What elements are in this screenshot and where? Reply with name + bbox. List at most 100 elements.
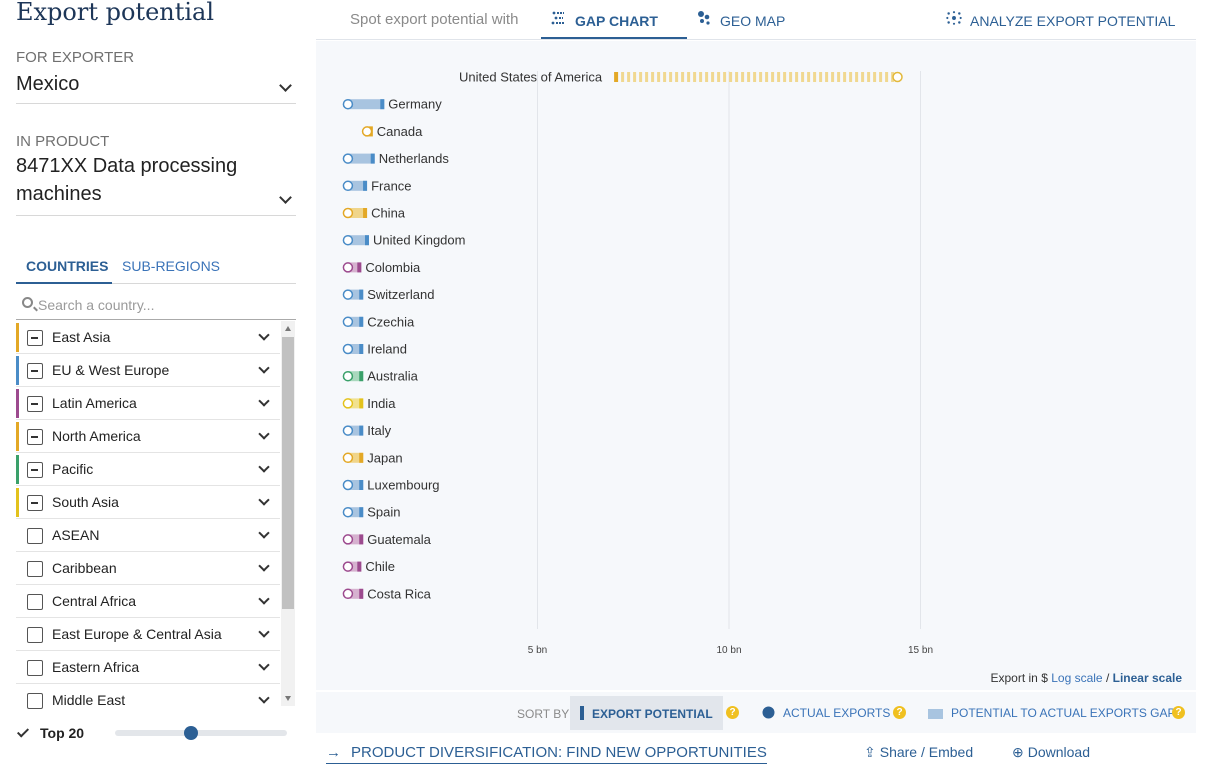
region-checkbox[interactable] bbox=[27, 429, 43, 445]
tab-gap-chart[interactable]: GAP CHART bbox=[551, 10, 658, 39]
country-label[interactable]: Luxembourg bbox=[367, 478, 439, 493]
potential-marker[interactable] bbox=[614, 72, 619, 82]
gap-bar[interactable] bbox=[347, 208, 368, 218]
gap-bar[interactable] bbox=[347, 289, 364, 300]
potential-marker[interactable] bbox=[359, 289, 364, 300]
chevron-down-icon[interactable] bbox=[258, 329, 270, 341]
gap-bar[interactable] bbox=[347, 180, 368, 191]
potential-marker[interactable] bbox=[359, 507, 364, 518]
actual-exports-dot[interactable] bbox=[342, 479, 354, 491]
actual-exports-dot[interactable] bbox=[361, 126, 373, 137]
country-label[interactable]: Japan bbox=[367, 450, 402, 465]
slider-thumb[interactable] bbox=[183, 726, 198, 740]
potential-marker[interactable] bbox=[359, 344, 364, 354]
analyze-export-potential-link[interactable]: ANALYZE EXPORT POTENTIAL bbox=[946, 10, 1175, 39]
region-checkbox[interactable] bbox=[27, 363, 43, 379]
product-select[interactable]: 8471XX Data processing machines bbox=[0, 152, 300, 214]
potential-marker[interactable] bbox=[359, 452, 364, 463]
gap-bar[interactable] bbox=[347, 153, 375, 164]
country-search-input[interactable] bbox=[38, 294, 288, 316]
country-label[interactable]: United States of America bbox=[459, 70, 603, 85]
actual-exports-dot[interactable] bbox=[342, 98, 354, 110]
tab-geo-map[interactable]: GEO MAP bbox=[696, 10, 785, 39]
product-diversification-link[interactable]: → PRODUCT DIVERSIFICATION: FIND NEW OPPOR… bbox=[326, 744, 767, 764]
gap-bar[interactable] bbox=[347, 398, 364, 409]
gap-bar[interactable] bbox=[347, 235, 369, 246]
chevron-down-icon[interactable] bbox=[258, 560, 270, 572]
potential-marker[interactable] bbox=[370, 153, 375, 164]
region-item[interactable]: Eastern Africa bbox=[16, 651, 280, 684]
chevron-down-icon[interactable] bbox=[258, 362, 270, 374]
scrollbar-thumb[interactable] bbox=[282, 337, 294, 609]
chevron-down-icon[interactable] bbox=[258, 395, 270, 407]
tab-countries[interactable]: COUNTRIES bbox=[26, 258, 109, 274]
region-item[interactable]: North America bbox=[16, 420, 280, 453]
actual-exports-dot[interactable] bbox=[342, 370, 354, 382]
region-checkbox[interactable] bbox=[27, 396, 43, 412]
country-label[interactable]: Ireland bbox=[367, 342, 407, 357]
chevron-down-icon[interactable] bbox=[258, 626, 270, 638]
chevron-down-icon[interactable] bbox=[258, 593, 270, 605]
scroll-up-arrow-icon[interactable] bbox=[285, 326, 291, 331]
gap-bar[interactable] bbox=[347, 507, 364, 518]
country-label[interactable]: United Kingdom bbox=[373, 233, 465, 248]
country-label[interactable]: India bbox=[367, 396, 396, 411]
actual-exports-dot[interactable] bbox=[342, 425, 354, 436]
region-checkbox[interactable] bbox=[27, 660, 43, 676]
country-label[interactable]: Spain bbox=[367, 505, 400, 520]
share-embed-button[interactable]: ⇪ Share / Embed bbox=[864, 744, 973, 761]
region-item[interactable]: Pacific bbox=[16, 453, 280, 486]
country-label[interactable]: Colombia bbox=[365, 260, 421, 275]
region-item[interactable]: East Europe & Central Asia bbox=[16, 618, 280, 651]
chevron-down-icon[interactable] bbox=[258, 527, 270, 539]
actual-exports-dot[interactable] bbox=[342, 398, 354, 409]
potential-marker[interactable] bbox=[380, 99, 385, 110]
gap-bar[interactable] bbox=[347, 99, 385, 110]
country-label[interactable]: Netherlands bbox=[379, 151, 450, 166]
sort-gap[interactable]: POTENTIAL TO ACTUAL EXPORTS GAP bbox=[918, 696, 1186, 730]
chevron-down-icon[interactable] bbox=[258, 692, 270, 704]
region-checkbox[interactable] bbox=[27, 627, 43, 643]
potential-marker[interactable] bbox=[359, 316, 364, 327]
actual-exports-dot[interactable] bbox=[342, 343, 354, 355]
actual-exports-dot[interactable] bbox=[342, 153, 354, 164]
region-checkbox[interactable] bbox=[27, 528, 43, 544]
actual-exports-dot[interactable] bbox=[342, 588, 354, 600]
country-label[interactable]: Italy bbox=[367, 423, 391, 438]
region-checkbox[interactable] bbox=[27, 330, 43, 346]
region-item[interactable]: Caribbean bbox=[16, 552, 280, 585]
region-item[interactable]: East Asia bbox=[16, 321, 280, 354]
region-checkbox[interactable] bbox=[27, 693, 43, 709]
actual-exports-dot[interactable] bbox=[342, 534, 354, 545]
potential-marker[interactable] bbox=[364, 235, 369, 246]
region-checkbox[interactable] bbox=[27, 561, 43, 577]
actual-exports-dot[interactable] bbox=[892, 71, 903, 83]
gap-bar[interactable] bbox=[347, 588, 364, 599]
help-icon[interactable]: ? bbox=[726, 706, 739, 719]
region-checkbox[interactable] bbox=[27, 495, 43, 511]
potential-marker[interactable] bbox=[359, 534, 364, 545]
actual-exports-dot[interactable] bbox=[342, 234, 354, 246]
linear-scale-link[interactable]: Linear scale bbox=[1112, 671, 1182, 685]
gap-bar[interactable] bbox=[347, 425, 364, 436]
region-item[interactable]: Latin America bbox=[16, 387, 280, 420]
chevron-down-icon[interactable] bbox=[258, 659, 270, 671]
scroll-down-arrow-icon[interactable] bbox=[285, 696, 291, 701]
potential-marker[interactable] bbox=[357, 561, 362, 572]
region-list-scrollbar[interactable] bbox=[281, 321, 295, 706]
region-checkbox[interactable] bbox=[27, 594, 43, 610]
potential-marker[interactable] bbox=[363, 180, 368, 191]
gap-bar[interactable] bbox=[347, 316, 364, 327]
actual-exports-dot[interactable] bbox=[342, 316, 354, 328]
chevron-down-icon[interactable] bbox=[258, 494, 270, 506]
sort-actual-exports[interactable]: ACTUAL EXPORTS bbox=[752, 696, 900, 730]
actual-exports-dot[interactable] bbox=[342, 262, 354, 273]
country-label[interactable]: Chile bbox=[365, 559, 395, 574]
potential-marker[interactable] bbox=[363, 208, 368, 218]
region-item[interactable]: South Asia bbox=[16, 486, 280, 519]
potential-marker[interactable] bbox=[359, 588, 364, 599]
country-label[interactable]: Germany bbox=[388, 97, 442, 112]
actual-exports-dot[interactable] bbox=[342, 180, 354, 192]
country-label[interactable]: Switzerland bbox=[367, 287, 434, 302]
actual-exports-dot[interactable] bbox=[342, 207, 354, 219]
